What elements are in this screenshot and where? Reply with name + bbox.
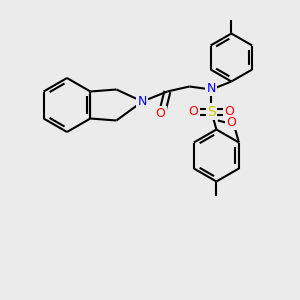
Text: O: O xyxy=(155,107,165,120)
Text: N: N xyxy=(138,95,147,108)
Text: O: O xyxy=(226,116,236,129)
Text: O: O xyxy=(224,105,234,118)
Text: O: O xyxy=(188,105,198,118)
Text: N: N xyxy=(207,82,216,95)
Text: S: S xyxy=(207,104,216,118)
